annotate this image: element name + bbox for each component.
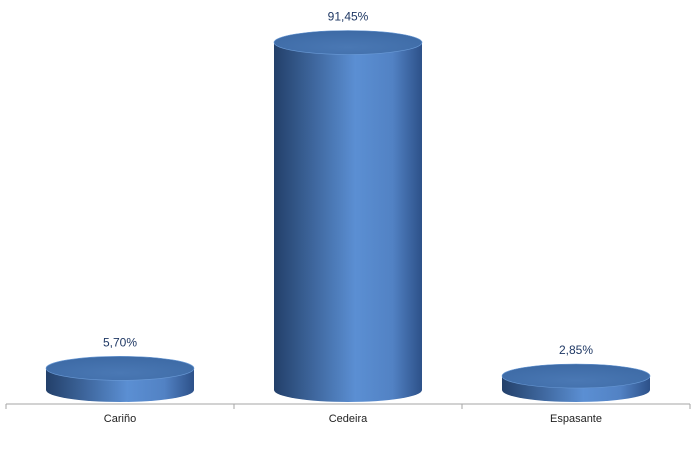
bar-top — [45, 356, 195, 381]
data-label: 91,45% — [328, 9, 369, 23]
bar-top — [501, 363, 651, 389]
bar-cedeira — [273, 30, 423, 403]
data-label: 5,70% — [103, 335, 137, 349]
x-tick-label: Cariño — [104, 413, 136, 425]
data-label: 2,85% — [559, 343, 593, 357]
bar-top — [273, 30, 423, 55]
bar-espasante — [501, 363, 651, 402]
bar-cariño — [45, 356, 195, 402]
x-tick-label: Cedeira — [329, 413, 368, 425]
bar-side — [274, 42, 422, 403]
x-tick-label: Espasante — [550, 413, 602, 425]
